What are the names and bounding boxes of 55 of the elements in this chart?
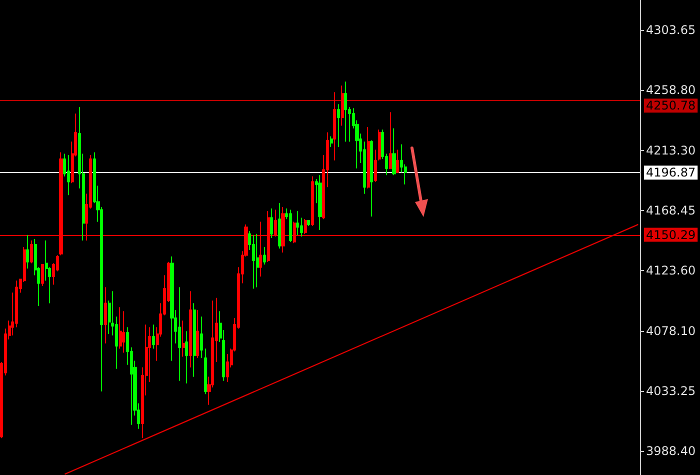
candlestick: [182, 320, 185, 358]
candlestick: [307, 220, 310, 226]
candlestick: [267, 210, 270, 262]
candlestick: [170, 256, 174, 362]
candlestick: [389, 112, 392, 169]
candlestick: [278, 202, 281, 250]
candlestick: [341, 85, 344, 126]
candlestick: [330, 136, 333, 148]
candlestick: [344, 81, 347, 142]
candlestick: [263, 246, 266, 266]
y-tick-label: 4168.45: [646, 204, 696, 218]
candlestick: [367, 126, 370, 189]
candlestick: [204, 348, 207, 395]
candlestick: [193, 302, 196, 378]
candlestick: [30, 240, 33, 264]
candlestick: [26, 234, 29, 270]
candlestick: [41, 264, 44, 286]
candlestick: [311, 176, 314, 226]
candlestick: [200, 316, 203, 359]
candlestick: [337, 104, 340, 148]
y-tick-label: 4123.60: [646, 263, 696, 278]
candlestick: [122, 310, 125, 354]
candlestick: [281, 206, 285, 254]
candlestick: [304, 218, 307, 234]
y-tick-label: 4303.65: [646, 22, 696, 37]
candlestick: [318, 174, 322, 230]
candlestick: [333, 92, 336, 161]
candlestick: [59, 152, 63, 256]
candlestick: [119, 306, 122, 350]
candlestick: [67, 154, 70, 196]
candlestick: [178, 286, 181, 382]
candlestick: [270, 208, 273, 238]
candlestick: [256, 233, 259, 288]
ref-line-label: 4150.29: [646, 228, 696, 242]
candlestick: [274, 209, 277, 237]
y-tick-label: 3988.40: [646, 444, 696, 458]
candlestick: [392, 128, 396, 176]
ref-line-label: 4250.78: [646, 98, 696, 113]
candlestick: [293, 221, 296, 244]
candlestick: [370, 140, 373, 217]
candlestick: [152, 324, 155, 350]
candlestick: [196, 309, 199, 359]
candlestick: [185, 330, 188, 384]
candlestick: [296, 210, 299, 236]
y-tick-label: 4213.30: [646, 144, 696, 158]
y-tick-label: 4258.80: [646, 82, 696, 97]
ref-line-label: 4196.87: [646, 166, 696, 180]
candlestick: [252, 234, 255, 290]
y-tick-label: 4033.25: [646, 384, 696, 398]
candlestick: [104, 286, 107, 344]
candlestick: [396, 149, 399, 173]
candlestick: [289, 209, 292, 242]
candlestick: [259, 221, 262, 278]
y-tick-label: 4078.10: [646, 324, 696, 338]
candlestick: [189, 290, 192, 368]
